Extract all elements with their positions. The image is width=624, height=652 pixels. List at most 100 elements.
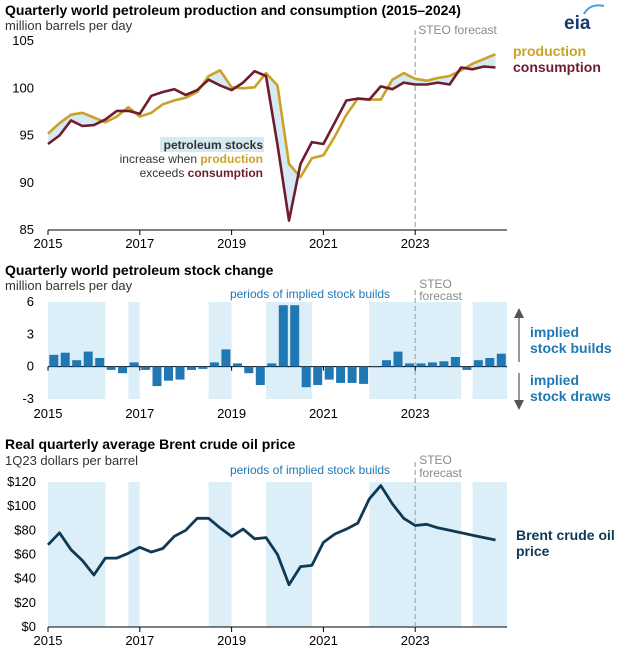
legend-brent-1: Brent crude oil [516, 527, 615, 543]
chart2-bar [267, 363, 277, 367]
chart2-title: Quarterly world petroleum stock change [5, 262, 274, 278]
chart2-xtick-label: 2023 [401, 406, 430, 421]
chart3-xtick-label: 2017 [125, 633, 154, 648]
chart2-shaded-period [472, 302, 507, 399]
chart2-bar [164, 366, 173, 381]
chart3-ytick-label: $80 [14, 522, 36, 537]
chart2-bar [416, 363, 426, 367]
chart2-bar [152, 366, 162, 387]
chart1-xtick-label: 2023 [401, 236, 430, 251]
chart1-build-fill [392, 73, 404, 90]
chart2-bar [347, 366, 357, 383]
chart2-shaded-period [48, 302, 106, 399]
chart2-bar [473, 360, 483, 367]
chart2-bar [232, 363, 242, 367]
chart2-bar [301, 366, 311, 388]
chart2-bar [209, 362, 219, 367]
chart2-bar [393, 351, 403, 367]
chart2-ytick-label: 3 [27, 326, 34, 341]
chart2-bar [83, 351, 93, 367]
up-arrow-icon [514, 308, 524, 318]
eia-logo: eia [564, 4, 605, 34]
chart1-ytick-label: 95 [20, 128, 34, 143]
chart1-build-fill [484, 54, 496, 68]
chart3-ytick-label: $0 [22, 619, 36, 634]
chart1-ytick-label: 90 [20, 175, 34, 190]
chart1-xtick-label: 2015 [34, 236, 63, 251]
legend-consumption: consumption [513, 59, 601, 75]
chart2-bar [95, 358, 105, 367]
chart2-bar [313, 366, 323, 385]
chart1-ytick-label: 100 [12, 80, 34, 95]
chart3-ytick-label: $20 [14, 595, 36, 610]
chart1-build-fill [48, 123, 60, 145]
chart3-xtick-label: 2019 [217, 633, 246, 648]
eia-logo-text: eia [564, 13, 591, 34]
chart2-shaded-period [208, 302, 232, 399]
chart2-bar [106, 366, 116, 370]
stocks-annotation: petroleum stocks increase when productio… [120, 137, 264, 180]
chart2-forecast-label-1: STEO [419, 277, 452, 291]
annotation-line2-prefix: increase when [120, 152, 197, 166]
chart2-bar [198, 366, 208, 369]
chart2-shaded-periods [48, 302, 507, 399]
chart2-bar [278, 305, 288, 367]
chart3-shade-label: periods of implied stock builds [230, 463, 390, 477]
builds-label-2: stock builds [530, 340, 612, 356]
annotation-highlight [160, 137, 264, 152]
chart2-bar [244, 366, 254, 374]
chart3-xtick-label: 2023 [401, 633, 430, 648]
chart1-ytick-label: 105 [12, 33, 34, 48]
builds-label-1: implied [530, 324, 579, 340]
chart2-shaded-period [128, 302, 140, 399]
chart2-bars [49, 305, 506, 388]
chart2-bar [118, 366, 128, 374]
chart2-bar [382, 360, 391, 367]
chart3-axis: $0 $20 $40 $60 $80 $100 $120 2015 2017 2019 2021 20… [7, 462, 507, 648]
chart1-title: Quarterly world petroleum production and… [5, 2, 461, 18]
annotation-line3-key: consumption [188, 166, 263, 180]
chart1-ytick-label: 85 [20, 222, 34, 237]
chart2-bar [359, 366, 369, 384]
chart2-bar [324, 366, 334, 380]
chart3-ytick-label: $100 [7, 498, 36, 513]
chart2-bar [49, 354, 59, 367]
annotation-line2-key: production [200, 152, 263, 166]
chart2-bar [129, 362, 139, 367]
chart2-bar [187, 366, 196, 370]
chart2-ylabel: million barrels per day [5, 278, 133, 293]
eia-logo-swoosh [583, 4, 605, 15]
chart1-build-fill [70, 112, 83, 127]
chart1-xtick-label: 2019 [217, 236, 246, 251]
chart3-ytick-label: $60 [14, 547, 36, 562]
chart2-xtick-label: 2019 [217, 406, 246, 421]
chart2-xtick-label: 2015 [34, 406, 63, 421]
chart3-shaded-period [472, 482, 507, 627]
chart3-series [46, 484, 496, 587]
chart2-bar [462, 366, 472, 370]
chart2-bar [336, 366, 346, 383]
chart2-forecast-label-2: forecast [419, 289, 462, 303]
chart2-shade-label: periods of implied stock builds [230, 287, 390, 301]
annotation-line3-prefix: exceeds [140, 166, 185, 180]
chart1-axis: 85 90 95 100 105 2015 2017 2019 2021 2023 [12, 30, 507, 251]
chart3-ytick-label: $40 [14, 571, 36, 586]
annotation-line3: exceeds consumption [140, 166, 263, 180]
chart2-bar [72, 360, 82, 367]
production-consumption-chart: Quarterly world petroleum production and… [5, 2, 605, 251]
chart2-bar [175, 366, 185, 380]
chart1-ylabel: million barrels per day [5, 18, 133, 33]
chart3-xtick-label: 2021 [309, 633, 338, 648]
chart1-build-fill [82, 112, 94, 127]
chart1-xtick-label: 2021 [309, 236, 338, 251]
chart2-bar [255, 366, 265, 385]
chart3-series-line-brent [46, 484, 496, 587]
chart2-ytick-label: 0 [27, 359, 34, 374]
chart2-bar [370, 366, 380, 368]
chart1-build-fill [277, 85, 289, 221]
chart3-xtick-label: 2015 [34, 633, 63, 648]
chart1-build-fill [208, 70, 221, 86]
chart1-xtick-label: 2017 [125, 236, 154, 251]
chart2-bar [290, 305, 300, 367]
chart3-title: Real quarterly average Brent crude oil p… [5, 436, 295, 452]
